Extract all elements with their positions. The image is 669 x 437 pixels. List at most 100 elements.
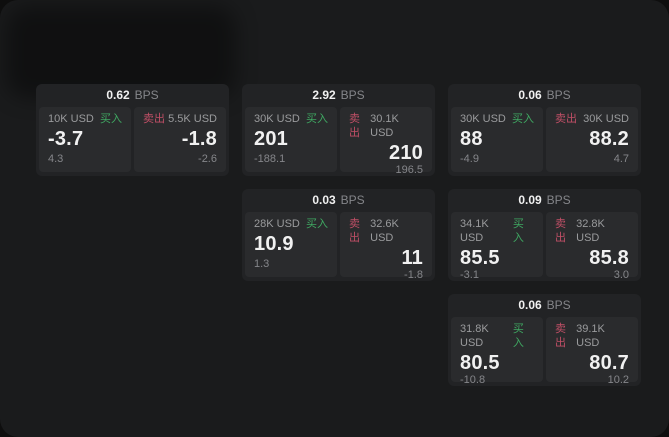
sell-tile[interactable]: 卖出 32.8K USD 85.8 3.0 [546,212,638,281]
bps-value: 0.03 [312,193,336,207]
sell-delta: 4.7 [613,153,629,165]
buy-tile[interactable]: 34.1K USD 买入 85.5 -3.1 [451,212,543,281]
quote-tiles: 34.1K USD 买入 85.5 -3.1 卖出 32.8K USD 85.8… [451,212,638,281]
sell-amount: 30.1K USD [370,113,399,139]
bps-unit-label: BPS [546,193,571,207]
sell-side-label: 卖出 [555,323,566,349]
card-header: 0.06 BPS [451,84,638,107]
buy-amount: 31.8K USD [460,323,489,349]
quote-card[interactable]: 0.62 BPS 10K USD 买入 -3.7 4.3 卖出 5.5K USD… [36,84,229,176]
sell-tile-header: 卖出 39.1K USD [555,322,629,350]
sell-tile-header: 卖出 30K USD [555,112,629,126]
buy-delta: 4.3 [48,153,64,165]
sell-delta: 196.5 [395,164,423,176]
buy-side-label: 买入 [306,218,328,230]
sell-side-label: 卖出 [143,113,165,125]
buy-price: 88 [460,128,483,150]
bps-unit-label: BPS [340,193,365,207]
buy-amount: 30K USD [254,113,300,125]
card-header: 2.92 BPS [245,84,432,107]
sell-price: -1.8 [181,128,217,150]
sell-amount: 32.6K USD [370,218,399,244]
quote-card[interactable]: 0.09 BPS 34.1K USD 买入 85.5 -3.1 卖出 32.8K… [448,189,641,281]
buy-price: 85.5 [460,247,500,269]
buy-tile[interactable]: 30K USD 买入 88 -4.9 [451,107,543,172]
quote-card[interactable]: 0.06 BPS 31.8K USD 买入 80.5 -10.8 卖出 39.1… [448,294,641,386]
quote-tiles: 30K USD 买入 201 -188.1 卖出 30.1K USD 210 1… [245,107,432,176]
bps-unit-label: BPS [134,88,159,102]
quote-tiles: 10K USD 买入 -3.7 4.3 卖出 5.5K USD -1.8 -2.… [39,107,226,172]
buy-side-label: 买入 [512,218,524,244]
card-header: 0.03 BPS [245,189,432,212]
buy-tile-header: 31.8K USD 买入 [460,322,534,350]
buy-price: 201 [254,128,288,150]
bps-value: 0.06 [518,88,542,102]
bps-value: 0.62 [106,88,130,102]
sell-side-label: 卖出 [555,113,577,125]
buy-price: 80.5 [460,352,500,374]
sell-amount: 5.5K USD [168,113,217,125]
buy-amount: 34.1K USD [460,218,489,244]
sell-amount: 32.8K USD [576,218,605,244]
buy-delta: -3.1 [460,269,479,281]
sell-side-label: 卖出 [349,113,360,139]
buy-delta: 1.3 [254,258,270,270]
sell-tile[interactable]: 卖出 39.1K USD 80.7 10.2 [546,317,638,386]
buy-price: -3.7 [48,128,84,150]
quote-card-grid: 0.62 BPS 10K USD 买入 -3.7 4.3 卖出 5.5K USD… [36,84,641,386]
sell-tile-header: 卖出 32.8K USD [555,217,629,245]
sell-amount: 39.1K USD [576,323,605,349]
quote-tiles: 30K USD 买入 88 -4.9 卖出 30K USD 88.2 4.7 [451,107,638,172]
bps-value: 0.06 [518,298,542,312]
buy-tile-header: 30K USD 买入 [254,112,328,126]
bps-unit-label: BPS [546,298,571,312]
quote-card[interactable]: 2.92 BPS 30K USD 买入 201 -188.1 卖出 30.1K … [242,84,435,176]
buy-tile-header: 28K USD 买入 [254,217,328,231]
sell-tile-header: 卖出 32.6K USD [349,217,423,245]
buy-tile[interactable]: 30K USD 买入 201 -188.1 [245,107,337,172]
bps-unit-label: BPS [340,88,365,102]
buy-tile[interactable]: 28K USD 买入 10.9 1.3 [245,212,337,277]
sell-tile[interactable]: 卖出 30K USD 88.2 4.7 [546,107,638,172]
buy-side-label: 买入 [306,113,328,125]
buy-tile-header: 34.1K USD 买入 [460,217,534,245]
buy-delta: -188.1 [254,153,286,165]
sell-side-label: 卖出 [349,218,360,244]
sell-side-label: 卖出 [555,218,566,244]
buy-amount: 28K USD [254,218,300,230]
sell-price: 85.8 [589,247,629,269]
sell-delta: -2.6 [198,153,217,165]
buy-delta: -4.9 [460,153,479,165]
sell-price: 80.7 [589,352,629,374]
card-header: 0.62 BPS [39,84,226,107]
buy-delta: -10.8 [460,374,486,386]
sell-price: 210 [389,142,423,164]
quote-tiles: 28K USD 买入 10.9 1.3 卖出 32.6K USD 11 -1.8 [245,212,432,281]
sell-tile[interactable]: 卖出 32.6K USD 11 -1.8 [340,212,432,281]
sell-tile[interactable]: 卖出 5.5K USD -1.8 -2.6 [134,107,226,172]
buy-tile-header: 10K USD 买入 [48,112,122,126]
buy-tile[interactable]: 10K USD 买入 -3.7 4.3 [39,107,131,172]
sell-tile[interactable]: 卖出 30.1K USD 210 196.5 [340,107,432,176]
buy-tile-header: 30K USD 买入 [460,112,534,126]
sell-price: 11 [401,247,423,269]
buy-tile[interactable]: 31.8K USD 买入 80.5 -10.8 [451,317,543,386]
buy-price: 10.9 [254,233,294,255]
buy-side-label: 买入 [512,113,534,125]
card-header: 0.06 BPS [451,294,638,317]
sell-delta: 3.0 [613,269,629,281]
sell-tile-header: 卖出 30.1K USD [349,112,423,140]
bps-unit-label: BPS [546,88,571,102]
bps-value: 0.09 [518,193,542,207]
buy-side-label: 买入 [100,113,122,125]
sell-delta: 10.2 [607,374,629,386]
quote-card[interactable]: 0.03 BPS 28K USD 买入 10.9 1.3 卖出 32.6K US… [242,189,435,281]
quote-tiles: 31.8K USD 买入 80.5 -10.8 卖出 39.1K USD 80.… [451,317,638,386]
card-header: 0.09 BPS [451,189,638,212]
sell-amount: 30K USD [583,113,629,125]
buy-amount: 30K USD [460,113,506,125]
sell-tile-header: 卖出 5.5K USD [143,112,217,126]
buy-amount: 10K USD [48,113,94,125]
bps-value: 2.92 [312,88,336,102]
quote-card[interactable]: 0.06 BPS 30K USD 买入 88 -4.9 卖出 30K USD 8… [448,84,641,176]
